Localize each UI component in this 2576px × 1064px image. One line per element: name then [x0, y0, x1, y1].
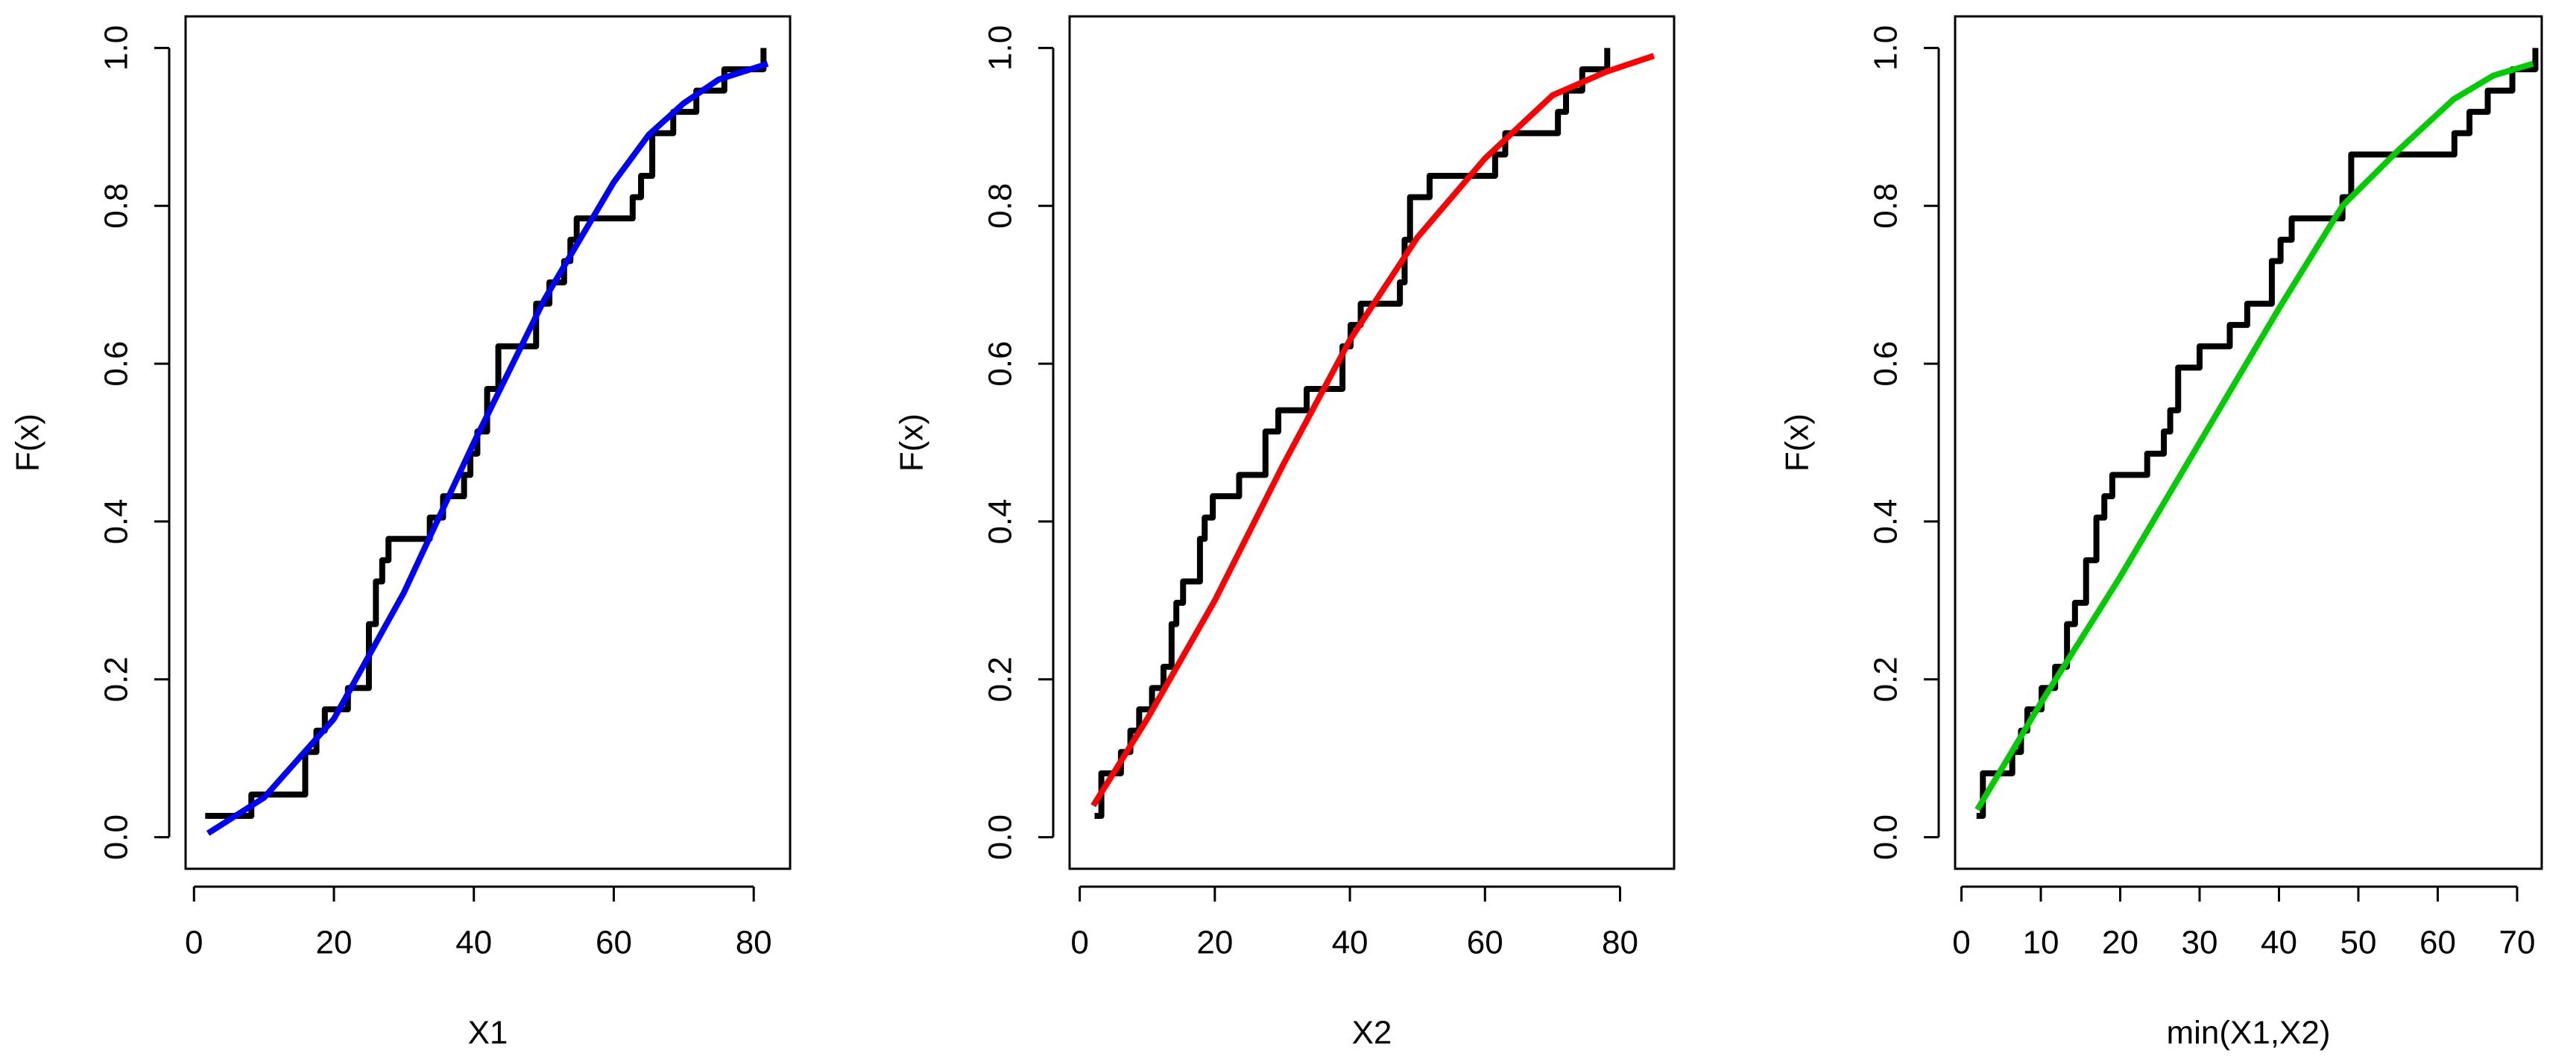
x-tick-label: 80 [1602, 925, 1638, 961]
y-tick-label: 0.6 [98, 341, 135, 386]
x-tick-label: 80 [736, 925, 772, 961]
y-tick-label: 0.8 [1868, 183, 1904, 229]
ecdf-step [205, 48, 767, 820]
y-tick-label: 0.8 [98, 183, 135, 229]
plot-box [1068, 15, 1676, 870]
y-tick-label: 0.4 [1868, 498, 1904, 544]
x-tick-label: 40 [2261, 925, 2297, 961]
ecdf-step [1094, 48, 1611, 820]
y-axis-label: F(x) [1779, 414, 1816, 472]
y-tick-label: 0.4 [982, 498, 1019, 544]
x-tick-label: 0 [185, 925, 203, 961]
x-tick-label: 10 [2023, 925, 2059, 961]
plot-box [1954, 15, 2543, 870]
y-tick-label: 1.0 [1868, 25, 1904, 71]
x-axis-label: X1 [468, 1015, 508, 1051]
x-tick-label: 60 [2419, 925, 2456, 961]
x-tick-label: 60 [1467, 925, 1503, 961]
fitted-curve [1974, 60, 2534, 811]
plot-box [184, 15, 792, 870]
x-tick-label: 20 [316, 925, 353, 961]
y-tick-label: 0.0 [1868, 814, 1904, 860]
x-tick-label: 0 [1070, 925, 1088, 961]
x-tick-label: 30 [2182, 925, 2218, 961]
x-tick-label: 0 [1952, 925, 1970, 961]
y-tick-label: 0.6 [1868, 341, 1904, 386]
x-tick-label: 20 [2102, 925, 2138, 961]
x-tick-label: 60 [596, 925, 632, 961]
fitted-curve [1090, 53, 1655, 808]
x-tick-label: 50 [2340, 925, 2377, 961]
y-tick-label: 0.2 [982, 656, 1019, 702]
x-axis-label: min(X1,X2) [2166, 1015, 2330, 1051]
y-tick-label: 0.2 [98, 656, 135, 702]
y-tick-label: 1.0 [982, 25, 1019, 71]
y-tick-label: 0.0 [982, 814, 1019, 860]
y-axis-label: F(x) [894, 414, 930, 472]
y-tick-label: 0.0 [98, 814, 135, 860]
y-tick-label: 0.8 [982, 183, 1019, 229]
fitted-curve [206, 60, 769, 836]
x-tick-label: 20 [1196, 925, 1233, 961]
y-tick-label: 0.4 [98, 498, 135, 544]
y-tick-label: 0.2 [1868, 656, 1904, 702]
y-tick-label: 1.0 [98, 25, 135, 71]
ecdf-step [1976, 48, 2539, 820]
x-tick-label: 40 [455, 925, 492, 961]
x-axis-label: X2 [1352, 1015, 1392, 1051]
x-tick-label: 40 [1332, 925, 1368, 961]
x-tick-label: 70 [2499, 925, 2536, 961]
y-tick-label: 0.6 [982, 341, 1019, 386]
y-axis-label: F(x) [10, 414, 46, 472]
